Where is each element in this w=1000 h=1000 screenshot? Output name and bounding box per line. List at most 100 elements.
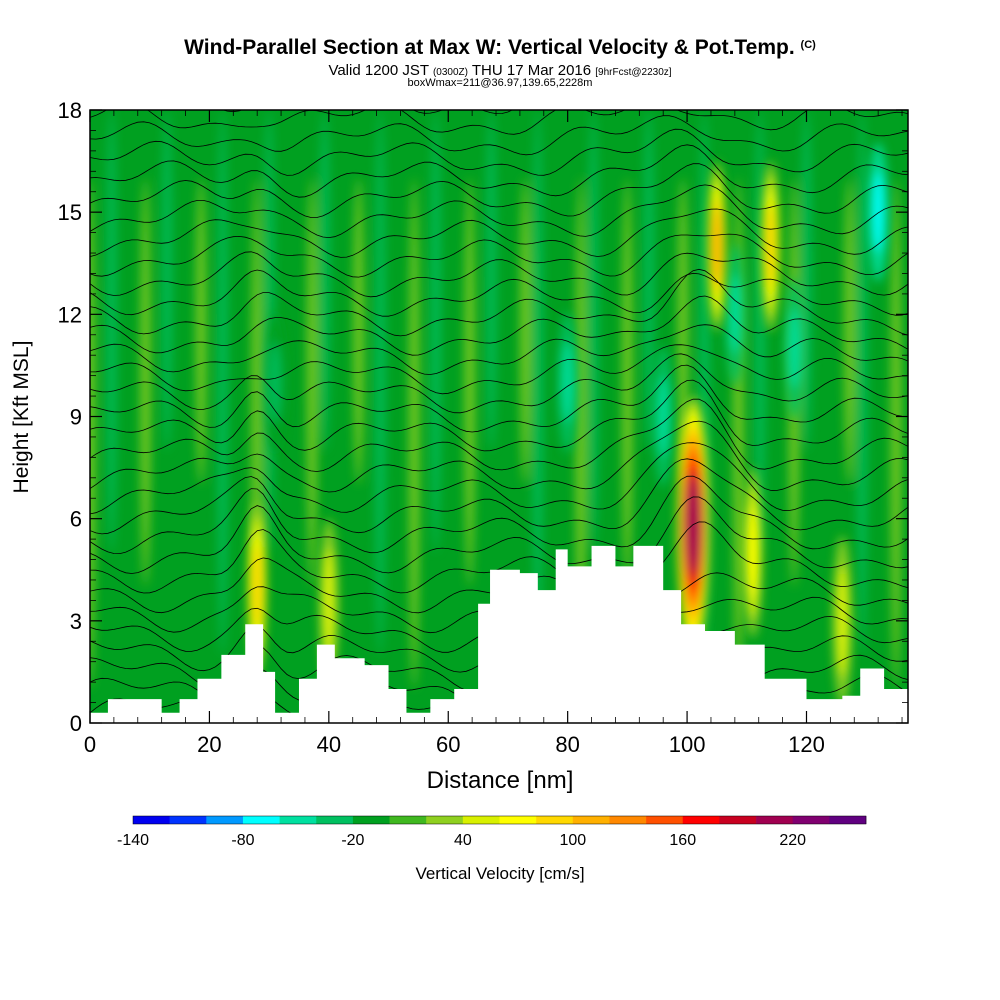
x-tick-label: 0 [84, 732, 96, 757]
chart-title: Wind-Parallel Section at Max W: Vertical… [0, 36, 1000, 60]
colorbar-tick-label: 160 [669, 832, 696, 849]
velocity-band [520, 178, 531, 485]
theta-isentrope [90, 144, 908, 198]
y-tick-label: 18 [58, 98, 82, 123]
y-axis-label: Height [Kft MSL] [10, 340, 33, 494]
theta-isentrope [90, 233, 908, 278]
colorbar-label: Vertical Velocity [cm/s] [415, 864, 585, 883]
updraft-level [685, 477, 701, 574]
theta-isentrope [90, 324, 908, 375]
velocity-band [430, 110, 441, 553]
velocity-band [353, 178, 364, 485]
colorbar-swatch [279, 816, 317, 824]
velocity-band [319, 110, 330, 451]
x-tick-label: 40 [317, 732, 341, 757]
colorbar-swatch [719, 816, 757, 824]
y-tick-label: 6 [70, 507, 82, 532]
theta-isentrope [90, 163, 908, 218]
velocity-band [464, 178, 475, 587]
y-tick-label: 12 [58, 302, 82, 327]
colorbar-tick-label: -20 [341, 832, 364, 849]
terrain [90, 545, 908, 723]
velocity-band [677, 178, 688, 485]
colorbar-swatch [646, 816, 684, 824]
colorbar-swatch [609, 816, 647, 824]
theta-isentrope [90, 110, 908, 135]
downdraft-core [728, 274, 741, 355]
colorbar-tick-label: 100 [559, 832, 586, 849]
velocity-band [486, 110, 497, 451]
updraft-level [712, 208, 722, 284]
velocity-band [588, 110, 599, 553]
theta-isentrope [90, 353, 908, 414]
velocity-band [844, 178, 855, 485]
theta-isentrope [90, 475, 908, 555]
velocity-field [90, 110, 908, 723]
x-tick-label: 80 [555, 732, 579, 757]
updraft-level [322, 548, 336, 660]
velocity-band [532, 110, 543, 655]
downdraft-core [269, 342, 282, 423]
velocity-bands [90, 110, 902, 689]
downdraft-core [872, 172, 885, 253]
x-tick-label: 120 [788, 732, 825, 757]
forecast-info: [9hrFcst@2230z] [595, 67, 672, 78]
colorbar-tick-label: 220 [779, 832, 806, 849]
theta-isentrope [90, 496, 908, 574]
velocity-band [643, 110, 654, 451]
y-tick-label: 3 [70, 609, 82, 634]
theta-isentrope [222, 110, 513, 115]
theta-isentrope [90, 420, 908, 493]
velocity-band [162, 110, 173, 451]
colorbar-swatch [206, 816, 244, 824]
theta-isentrope [90, 184, 908, 239]
colorbar-swatch [792, 816, 830, 824]
colorbar-swatch [536, 816, 574, 824]
colorbar-swatch [316, 816, 354, 824]
velocity-band [375, 110, 386, 655]
chart-subtitle: Valid 1200 JST (0300Z) THU 17 Mar 2016 [… [0, 62, 1000, 79]
valid-zulu: (0300Z) [432, 67, 468, 78]
valid-time: Valid 1200 JST [328, 62, 429, 79]
x-axis-label: Distance [nm] [426, 767, 574, 794]
velocity-band [106, 110, 117, 553]
velocity-band [891, 178, 902, 689]
valid-date: THU 17 Mar 2016 [471, 62, 592, 79]
y-tick-label: 15 [58, 200, 82, 225]
x-tick-label: 60 [436, 732, 460, 757]
colorbar-swatch [462, 816, 500, 824]
theta-isentrope [90, 128, 908, 176]
colorbar-tick-label: -140 [117, 832, 149, 849]
title-main: Wind-Parallel Section at Max W: Vertical… [184, 36, 795, 59]
velocity-band [857, 110, 868, 655]
colorbar-tick-label: -80 [231, 832, 254, 849]
theta-isentrope [90, 344, 908, 395]
updraft-level [836, 565, 849, 677]
downdraft-core [788, 308, 801, 389]
updraft-level [747, 507, 759, 599]
colorbar-swatch [756, 816, 793, 824]
velocity-band [575, 178, 586, 689]
velocity-band [307, 178, 318, 587]
x-tick-label: 100 [669, 732, 706, 757]
theta-isentrope [90, 269, 908, 317]
downdraft-core [657, 376, 670, 457]
downdraft-core [561, 342, 574, 423]
y-tick-label: 9 [70, 405, 82, 430]
boxwmax-line: boxWmax=211@36.97,139.65,2228m [407, 77, 593, 89]
x-tick-label: 20 [197, 732, 221, 757]
colorbar-swatch [352, 816, 390, 824]
theta-isentrope [90, 379, 908, 452]
downdraft-cells [265, 142, 889, 487]
theta-isentrope [90, 458, 908, 535]
velocity-band [90, 178, 95, 689]
theta-isentrope [90, 295, 908, 356]
colorbar-tick-label: 40 [454, 832, 472, 849]
colorbar-swatch [133, 816, 170, 824]
theta-isentrope [90, 442, 908, 515]
colorbar-swatch [169, 816, 207, 824]
copyright-mark: (C) [800, 39, 816, 51]
colorbar-swatch [389, 816, 427, 824]
theta-isentrope [90, 521, 908, 594]
